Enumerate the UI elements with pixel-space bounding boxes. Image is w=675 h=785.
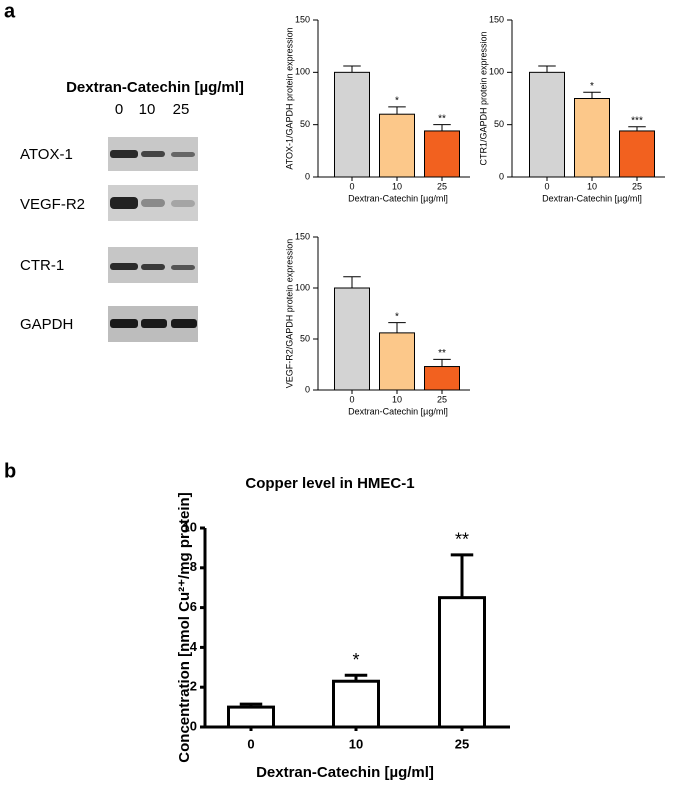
bar: [332, 679, 380, 729]
y-tick-label: 150: [295, 14, 310, 24]
y-tick-label: 100: [295, 282, 310, 292]
bar: [619, 130, 655, 178]
x-tick-label: 10: [349, 736, 363, 751]
bar: [334, 287, 370, 391]
y-tick-label: 0: [190, 718, 197, 733]
bar: [424, 130, 460, 178]
y-axis-label: ATOX-1/GAPDH protein expression: [284, 27, 294, 169]
x-tick-label: 0: [247, 736, 254, 751]
bar: [379, 332, 415, 391]
y-tick-label: 8: [190, 559, 197, 574]
bar: [574, 98, 610, 178]
y-tick-label: 2: [190, 679, 197, 694]
bar: [334, 71, 370, 178]
x-axis-label: Dextran-Catechin [µg/ml]: [256, 764, 434, 781]
significance: *: [352, 650, 359, 670]
x-tick-label: 10: [392, 394, 402, 404]
x-tick-label: 0: [544, 181, 549, 191]
significance: **: [455, 530, 469, 550]
blot-title: Dextran-Catechin [µg/ml]: [66, 79, 244, 96]
significance: ***: [631, 115, 643, 126]
y-tick-label: 150: [489, 14, 504, 24]
y-tick-label: 6: [190, 599, 197, 614]
x-tick-label: 25: [437, 181, 447, 191]
x-axis-label: Dextran-Catechin [µg/ml]: [348, 193, 448, 203]
blot-row-label: GAPDH: [20, 316, 73, 333]
blot-row-label: ATOX-1: [20, 146, 73, 163]
y-tick-label: 50: [300, 333, 310, 343]
y-axis-label: CTR1/GAPDH protein expression: [478, 31, 488, 165]
significance: *: [590, 81, 594, 92]
blot-row-label: CTR-1: [20, 257, 64, 274]
y-tick-label: 100: [489, 67, 504, 77]
x-axis-label: Dextran-Catechin [µg/ml]: [542, 193, 642, 203]
panel-label: a: [4, 0, 16, 22]
lane-label: 25: [173, 101, 190, 118]
x-tick-label: 10: [587, 181, 597, 191]
y-tick-label: 0: [305, 384, 310, 394]
y-tick-label: 0: [499, 171, 504, 181]
y-tick-label: 50: [494, 119, 504, 129]
panel-label: b: [4, 460, 16, 482]
blot-row-label: VEGF-R2: [20, 196, 85, 213]
significance: **: [438, 113, 446, 124]
y-axis-label: Concentration [nmol Cu²⁺/mg protein]: [176, 492, 193, 762]
x-tick-label: 25: [437, 394, 447, 404]
significance: *: [395, 96, 399, 107]
y-tick-label: 0: [305, 171, 310, 181]
x-tick-label: 0: [349, 181, 354, 191]
y-tick-label: 100: [295, 67, 310, 77]
lane-label: 0: [115, 101, 123, 118]
y-tick-label: 10: [183, 519, 197, 534]
bar: [438, 596, 486, 729]
x-tick-label: 0: [349, 394, 354, 404]
bar: [227, 705, 275, 729]
x-axis-label: Dextran-Catechin [µg/ml]: [348, 406, 448, 416]
chart-title: Copper level in HMEC-1: [245, 475, 414, 492]
bar: [424, 366, 460, 391]
significance: **: [438, 348, 446, 359]
significance: *: [395, 311, 399, 322]
lane-label: 10: [139, 101, 156, 118]
x-tick-label: 25: [455, 736, 469, 751]
y-tick-label: 150: [295, 231, 310, 241]
x-tick-label: 25: [632, 181, 642, 191]
y-axis-label: VEGF-R2/GAPDH protein expression: [284, 239, 294, 389]
bar: [379, 113, 415, 178]
x-tick-label: 10: [392, 181, 402, 191]
blot-image: [108, 137, 198, 342]
y-tick-label: 4: [190, 639, 198, 654]
bar: [529, 71, 565, 178]
y-tick-label: 50: [300, 119, 310, 129]
